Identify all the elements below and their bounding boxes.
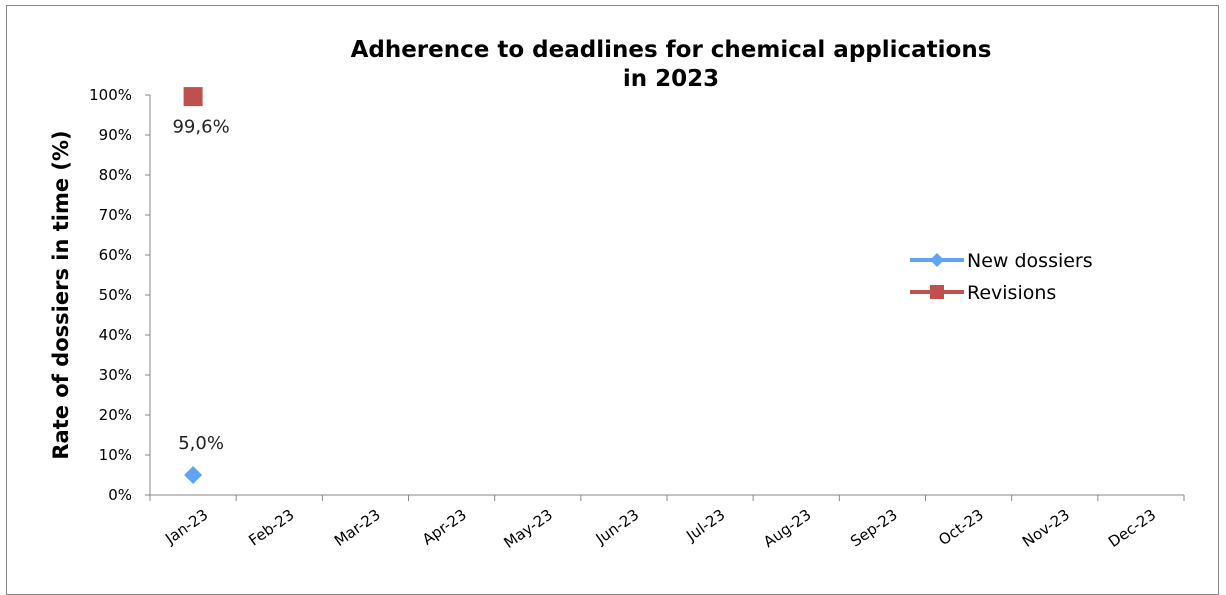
y-tick-label: 70% xyxy=(99,206,132,224)
chart-frame xyxy=(6,5,1219,595)
data-label: 5,0% xyxy=(178,433,224,454)
y-tick-label: 80% xyxy=(99,166,132,184)
y-tick-label: 30% xyxy=(99,366,132,384)
x-tick-label: Jul-23 xyxy=(682,506,728,546)
chart-title-line-1: Adherence to deadlines for chemical appl… xyxy=(351,37,992,63)
x-tick-label: Sep-23 xyxy=(847,506,901,551)
y-axis-label: Rate of dossiers in time (%) xyxy=(49,130,73,459)
x-tick-label: Oct-23 xyxy=(935,506,987,550)
y-tick-label: 60% xyxy=(99,246,132,264)
data-label: 99,6% xyxy=(172,117,229,138)
y-tick-label: 40% xyxy=(99,326,132,344)
line-chart: Adherence to deadlines for chemical appl… xyxy=(49,37,1185,552)
x-tick-label: Feb-23 xyxy=(245,506,297,550)
y-tick-label: 100% xyxy=(89,86,132,104)
x-tick-label: Jan-23 xyxy=(161,506,211,549)
x-tick-label: Mar-23 xyxy=(331,506,384,550)
data-point xyxy=(183,87,203,107)
x-tick-label: Aug-23 xyxy=(760,506,814,552)
x-tick-label: Nov-23 xyxy=(1019,506,1073,551)
x-tick-label: Jun-23 xyxy=(592,506,642,549)
y-tick-label: 90% xyxy=(99,126,132,144)
x-tick-label: May-23 xyxy=(500,506,556,552)
data-point xyxy=(184,466,203,484)
legend-label: Revisions xyxy=(967,282,1056,304)
y-tick-label: 20% xyxy=(99,406,132,424)
y-tick-label: 50% xyxy=(99,286,132,304)
x-tick-label: Apr-23 xyxy=(419,506,470,549)
legend-marker xyxy=(930,285,944,299)
x-tick-label: Dec-23 xyxy=(1105,506,1159,551)
y-tick-label: 0% xyxy=(108,486,132,504)
legend-marker xyxy=(930,253,944,267)
y-tick-label: 10% xyxy=(99,446,132,464)
chart-title-line-2: in 2023 xyxy=(623,66,719,92)
legend-label: New dossiers xyxy=(967,250,1093,272)
